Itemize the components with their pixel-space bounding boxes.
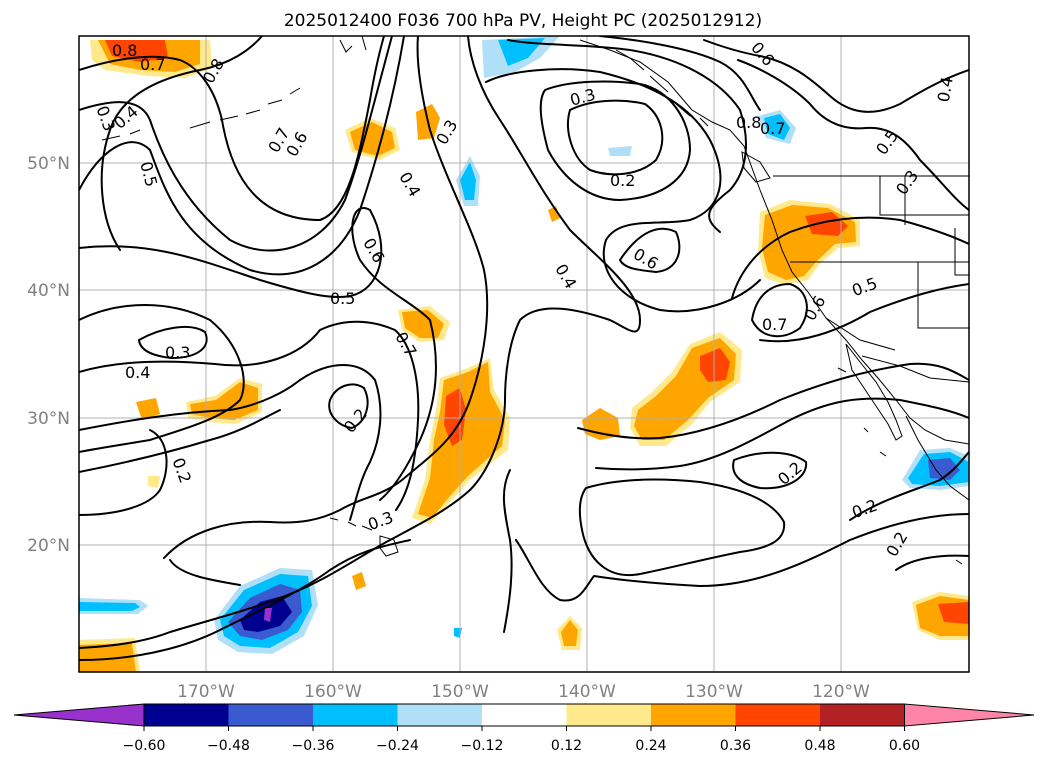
contour-label: 0.4 xyxy=(125,363,150,382)
contour-label: 0.8 xyxy=(112,41,137,60)
us-mexico-border xyxy=(861,355,969,383)
lon-label-170w: 170°W xyxy=(177,682,235,702)
pv-negative-region xyxy=(498,38,545,66)
lon-label-150w: 150°W xyxy=(431,682,489,702)
contour-label: 0.4 xyxy=(934,75,957,103)
colorbar-tick-label: 0.36 xyxy=(720,738,751,754)
colorbar-frame xyxy=(143,703,905,727)
lat-label-50n: 50°N xyxy=(27,154,70,174)
contour-label: 0.3 xyxy=(165,343,190,362)
colorbar-tick-label: −0.12 xyxy=(461,738,504,754)
us-state-borders xyxy=(790,176,969,351)
north-america-coast xyxy=(579,39,969,445)
colorbar-segment xyxy=(228,704,313,726)
pv-positive-region xyxy=(79,643,136,672)
contour-label: 0.7 xyxy=(140,55,165,74)
contour-label: 0.7 xyxy=(760,119,785,138)
colorbar-segment xyxy=(144,704,229,726)
contour-label: 0.8 xyxy=(736,113,761,132)
graticule xyxy=(79,36,969,672)
pv-positive-region xyxy=(700,348,730,382)
colorbar-tick-label: 0.60 xyxy=(889,738,920,754)
colorbar-tick-label: −0.48 xyxy=(207,738,250,754)
pv-positive-region xyxy=(136,398,160,420)
colorbar-tick-label: 0.48 xyxy=(804,738,835,754)
colorbar-segment xyxy=(735,704,820,726)
lat-label-20n: 20°N xyxy=(27,536,70,556)
colorbar-segment xyxy=(566,704,651,726)
colorbar-tick-label: −0.36 xyxy=(292,738,335,754)
colorbar-segment xyxy=(313,704,398,726)
pv-positive-region xyxy=(561,620,578,646)
lon-label-160w: 160°W xyxy=(304,682,362,702)
small-islands xyxy=(837,367,963,565)
mainland-mexico-coast xyxy=(905,415,969,501)
contour-label: 0.5 xyxy=(330,289,355,308)
colorbar-extend-high xyxy=(904,703,1035,727)
pv-positive-region xyxy=(938,602,969,624)
pv-negative-region xyxy=(608,146,632,156)
pv-positive-region xyxy=(805,212,848,236)
colorbar-tick-label: 0.12 xyxy=(551,738,582,754)
pv-negative-region xyxy=(928,458,960,480)
colorbar-tick-label: −0.24 xyxy=(376,738,419,754)
lat-label-30n: 30°N xyxy=(27,409,70,429)
contour-label: 0.7 xyxy=(762,315,787,334)
lon-label-130w: 130°W xyxy=(685,682,743,702)
map-panel: 0.8 0.7 0.8 0.3 0.4 0.5 0.7 0.6 0.3 0.4 … xyxy=(79,36,969,672)
colorbar-ticks xyxy=(143,726,905,731)
colorbar-segment xyxy=(651,704,736,726)
baja-california xyxy=(845,343,903,441)
contour-label: 0.2 xyxy=(610,171,635,190)
contours xyxy=(79,36,969,661)
latitude-labels: 50°N 40°N 30°N 20°N xyxy=(27,154,70,556)
pv-negative-region xyxy=(460,162,476,200)
colorbar-extend-low xyxy=(13,703,145,727)
lon-label-140w: 140°W xyxy=(558,682,616,702)
colorbar-tick-label: −0.60 xyxy=(123,738,166,754)
hawaiian-islands xyxy=(329,517,399,557)
map-frame xyxy=(78,35,970,673)
colorbar-segment xyxy=(820,704,905,726)
lon-label-120w: 120°W xyxy=(812,682,870,702)
map-title: 2025012400 F036 700 hPa PV, Height PC (2… xyxy=(284,11,762,31)
pv-positive-region xyxy=(148,476,160,488)
pv-negative-region xyxy=(764,114,790,140)
colorbar-segment xyxy=(397,704,482,726)
pv-negative-region xyxy=(264,608,272,622)
colorbar-tick-label: 0.24 xyxy=(635,738,666,754)
lat-label-40n: 40°N xyxy=(27,281,70,301)
aleutian-islands xyxy=(101,87,301,141)
pv-positive-region xyxy=(402,310,444,338)
pv-positive-region xyxy=(352,572,366,590)
colorbar: −0.60 −0.48 −0.36 −0.24 −0.12 0.12 0.24 … xyxy=(13,703,1035,754)
longitude-labels: 170°W 160°W 150°W 140°W 130°W 120°W xyxy=(177,682,870,702)
alaska-islands xyxy=(339,36,709,127)
colorbar-segment xyxy=(482,704,567,726)
pv-negative-region xyxy=(79,602,140,611)
